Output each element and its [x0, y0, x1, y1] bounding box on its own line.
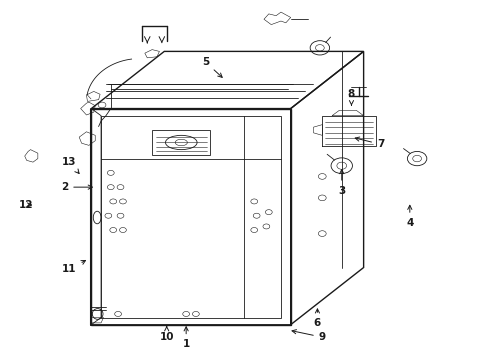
Text: 3: 3: [337, 170, 345, 196]
Text: 5: 5: [202, 57, 222, 77]
Text: 10: 10: [159, 327, 174, 342]
Text: 12: 12: [19, 200, 33, 210]
Text: 13: 13: [62, 157, 79, 174]
Text: 4: 4: [406, 205, 413, 228]
Text: 11: 11: [62, 260, 85, 274]
Text: 2: 2: [61, 182, 92, 192]
Text: 9: 9: [291, 330, 325, 342]
Text: 6: 6: [313, 309, 321, 328]
Text: 8: 8: [347, 89, 354, 105]
Text: 7: 7: [354, 137, 384, 149]
Text: 1: 1: [182, 327, 189, 349]
